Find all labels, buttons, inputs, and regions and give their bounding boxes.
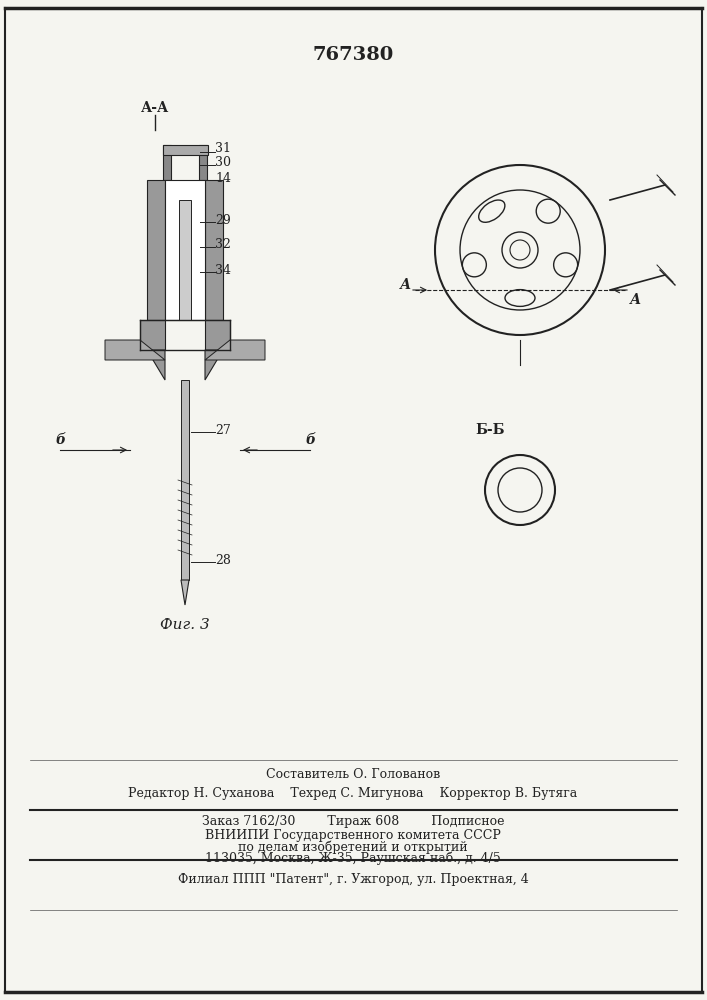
Text: по делам изобретений и открытий: по делам изобретений и открытий <box>238 840 468 854</box>
Text: Филиал ППП "Патент", г. Ужгород, ул. Проектная, 4: Филиал ППП "Патент", г. Ужгород, ул. Про… <box>177 874 528 886</box>
Text: Редактор Н. Суханова    Техред С. Мигунова    Корректор В. Бутяга: Редактор Н. Суханова Техред С. Мигунова … <box>129 786 578 800</box>
Polygon shape <box>147 350 165 380</box>
Bar <box>140 320 165 350</box>
Bar <box>199 145 207 180</box>
Text: А: А <box>629 293 641 307</box>
Bar <box>163 145 171 180</box>
Text: 14: 14 <box>215 172 231 184</box>
Polygon shape <box>105 340 165 360</box>
Text: Фиг. 3: Фиг. 3 <box>160 618 210 632</box>
Bar <box>205 320 230 350</box>
Text: б: б <box>55 433 65 447</box>
Text: 113035, Москва, Ж-35, Раушская наб., д. 4/5: 113035, Москва, Ж-35, Раушская наб., д. … <box>205 851 501 865</box>
Text: 27: 27 <box>215 424 230 436</box>
Text: А-А: А-А <box>141 101 169 115</box>
Text: 34: 34 <box>215 263 231 276</box>
Text: 30: 30 <box>215 155 231 168</box>
Text: ВНИИПИ Государственного комитета СССР: ВНИИПИ Государственного комитета СССР <box>205 830 501 842</box>
Text: Б-Б: Б-Б <box>475 423 505 437</box>
Text: 28: 28 <box>215 554 231 566</box>
Bar <box>181 380 189 580</box>
Bar <box>205 180 223 320</box>
Text: Заказ 7162/30        Тираж 608        Подписное: Заказ 7162/30 Тираж 608 Подписное <box>201 816 504 828</box>
Text: А: А <box>399 278 411 292</box>
Bar <box>165 180 205 320</box>
Text: б: б <box>305 433 315 447</box>
Polygon shape <box>205 350 223 380</box>
Bar <box>179 200 191 320</box>
Polygon shape <box>181 580 189 605</box>
Bar <box>147 180 165 320</box>
Text: 32: 32 <box>215 238 231 251</box>
Text: 31: 31 <box>215 141 231 154</box>
Bar <box>163 145 208 155</box>
Text: 29: 29 <box>215 214 230 227</box>
Text: 767380: 767380 <box>312 46 394 64</box>
Text: Составитель О. Голованов: Составитель О. Голованов <box>266 768 440 782</box>
Polygon shape <box>205 340 265 360</box>
